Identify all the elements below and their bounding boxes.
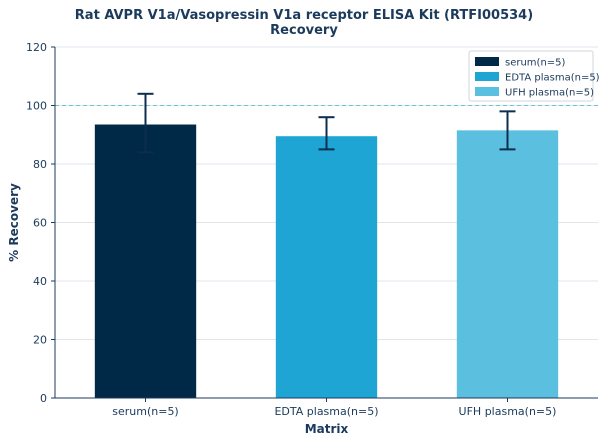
legend-swatch [475, 72, 499, 81]
x-axis-label: Matrix [305, 422, 349, 436]
bar [275, 136, 378, 398]
legend-label: EDTA plasma(n=5) [505, 73, 600, 84]
y-tick-label: 60 [33, 217, 47, 230]
chart-subtitle: Recovery [270, 23, 338, 38]
legend-swatch [475, 57, 499, 66]
y-tick-label: 20 [33, 334, 47, 347]
legend-label: UFH plasma(n=5) [505, 88, 594, 99]
y-tick-label: 80 [33, 158, 47, 171]
x-tick-label: EDTA plasma(n=5) [274, 405, 378, 418]
y-axis-label: % Recovery [7, 183, 21, 262]
y-tick-label: 0 [40, 392, 47, 405]
bar [456, 130, 559, 399]
x-tick-label: serum(n=5) [112, 405, 178, 418]
bar [94, 124, 197, 398]
y-tick-label: 120 [26, 41, 47, 54]
chart-title: Rat AVPR V1a/Vasopressin V1a receptor EL… [74, 8, 534, 23]
legend-label: serum(n=5) [505, 58, 566, 69]
legend-box [468, 50, 594, 102]
legend-swatch [475, 87, 499, 96]
y-tick-label: 40 [33, 275, 47, 288]
y-tick-label: 100 [26, 100, 47, 113]
x-tick-label: UFH plasma(n=5) [459, 405, 557, 418]
